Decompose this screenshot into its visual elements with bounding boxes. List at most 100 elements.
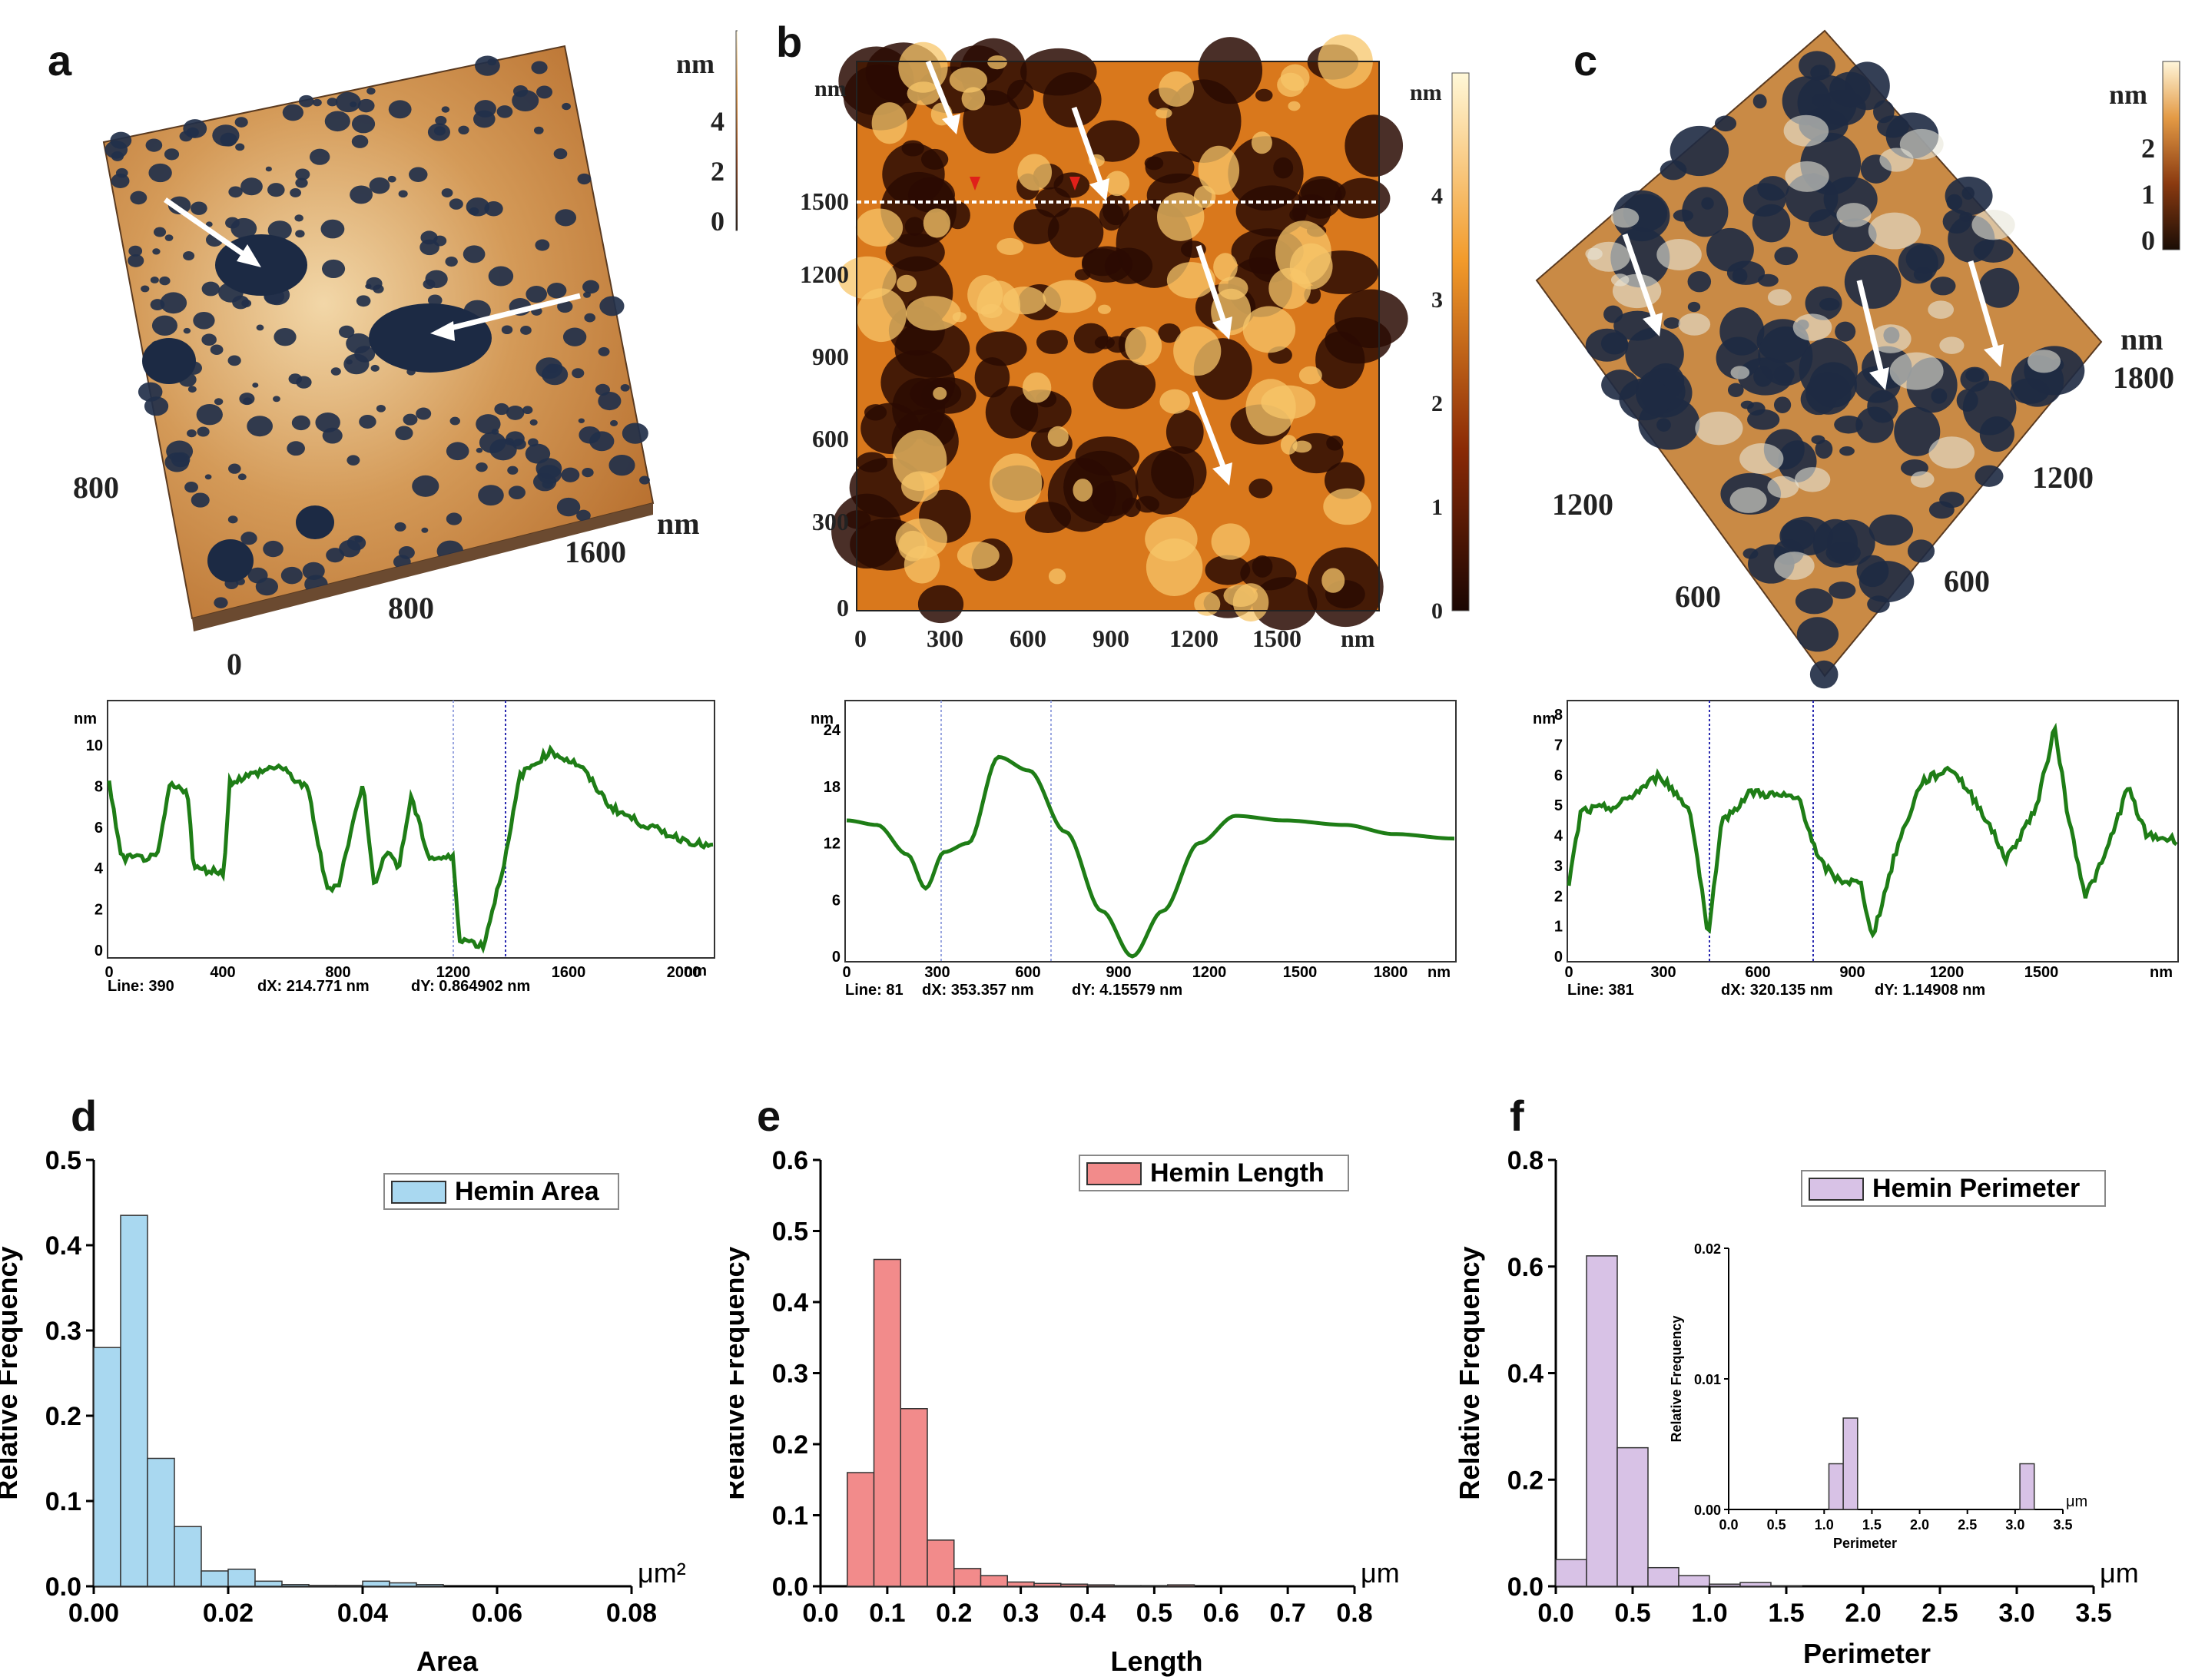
domain-dot: [533, 126, 544, 134]
domain-dot: [274, 327, 297, 346]
domain-dot: [463, 245, 486, 263]
dark-domain: [1975, 465, 2004, 487]
dark-domain: [1228, 136, 1304, 211]
dark-domain: [1345, 114, 1404, 177]
domain-dot: [164, 148, 180, 161]
x-tick-label: 3.0: [1998, 1599, 2034, 1628]
inset-y-label: Relative Frequency: [1669, 1315, 1684, 1442]
histogram-bar: [927, 1539, 955, 1587]
dark-domain: [1868, 514, 1914, 546]
y-tick-label: 0.0: [1507, 1572, 1544, 1602]
bright-domain: [1774, 552, 1815, 580]
dark-domain: [1682, 187, 1729, 237]
domain-dot: [288, 373, 303, 385]
domain-dot: [193, 311, 215, 330]
domain-dot: [425, 270, 448, 288]
domain-dot: [115, 167, 128, 178]
dark-domain: [1834, 415, 1863, 434]
dark-domain: [1774, 247, 1799, 266]
domain-dot: [542, 479, 554, 489]
panel-label-c: c: [1573, 36, 1598, 84]
domain-dot: [160, 292, 187, 314]
profile-y-tick: 3: [1554, 858, 1563, 875]
x-tick-label: 0.4: [1069, 1599, 1106, 1628]
dark-domain: [976, 331, 1027, 366]
y-axis-label: Relative Frequency: [0, 1246, 23, 1499]
x-axis-label: Length: [1111, 1645, 1203, 1677]
domain-dot: [507, 466, 519, 475]
histogram-bar: [93, 1347, 121, 1587]
hemin-domains-c: [1585, 51, 2085, 689]
domain-dot: [466, 197, 490, 217]
dark-domain: [1839, 446, 1855, 456]
dark-domain: [1973, 238, 2014, 263]
colorbar-c-tick: 0: [2141, 225, 2155, 256]
histogram-bar: [174, 1526, 202, 1587]
domain-dot: [228, 463, 241, 474]
domain-dot: [227, 515, 238, 524]
dark-domain: [1135, 495, 1159, 513]
bright-domain: [1073, 479, 1093, 502]
bright-domain: [1125, 326, 1162, 366]
y-tick-label: 0.5: [772, 1218, 808, 1247]
bright-domain: [1587, 241, 1630, 272]
histogram-bar: [416, 1584, 444, 1587]
domain-dot: [555, 209, 577, 227]
dark-domain: [1145, 151, 1195, 184]
bright-domain: [1245, 379, 1296, 436]
x-tick-label: 0.2: [936, 1599, 972, 1628]
height-profile-a: nm 10 8 6 4 2 00 400 800 1200 1600 2000 nm Line: 3…: [74, 700, 715, 995]
domain-dot: [243, 397, 253, 406]
profile-y-tick: 2: [1554, 888, 1563, 905]
domain-dot: [582, 280, 599, 294]
domain-dot: [478, 485, 504, 506]
domain-dot: [562, 102, 571, 111]
profile-x-tick: 300: [924, 964, 950, 981]
colorbar-c-unit: nm: [2109, 79, 2147, 110]
y-tick-label: 0.3: [45, 1317, 81, 1346]
domain-dot: [376, 404, 386, 413]
colorbar-b-unit: nm: [1410, 80, 1442, 105]
domain-dot: [265, 166, 272, 172]
dark-domain: [1600, 332, 1628, 355]
bright-domain: [961, 87, 986, 111]
domain-dot: [476, 447, 483, 453]
domain-dot: [291, 415, 310, 431]
domain-dot: [427, 294, 443, 307]
domain-dot: [191, 201, 207, 215]
histogram-bar: [1709, 1583, 1741, 1587]
domain-dot: [398, 546, 415, 559]
y-tick-label: 0.0: [45, 1572, 81, 1602]
y-tick-label: 0.4: [45, 1231, 81, 1261]
bright-domain: [1251, 131, 1272, 154]
profile-x-tick: 400: [210, 964, 235, 981]
hemin-domains-b: [831, 34, 1408, 631]
bright-domain: [1213, 253, 1238, 282]
domain-dot: [187, 429, 197, 438]
profile-c-dy: dY: 1.14908 nm: [1875, 982, 1985, 999]
domain-dot: [557, 300, 573, 313]
afm-b-x-tick: 900: [1093, 625, 1129, 652]
domain-dot: [445, 257, 458, 267]
domain-dot: [526, 285, 547, 303]
bright-domain: [949, 67, 988, 93]
afm-image-c: nm 2 1 0 nm 1800 1200 600 1200 600: [1535, 29, 2180, 689]
bright-domain: [1869, 324, 1912, 353]
profile-b-y-unit: nm: [811, 711, 834, 727]
bright-domain: [837, 256, 897, 300]
domain-dot: [561, 467, 580, 482]
bright-domain: [987, 55, 1007, 70]
panel-label-f: f: [1510, 1092, 1524, 1140]
histogram-bar: [1678, 1575, 1710, 1587]
y-tick-label: 0.8: [1507, 1146, 1544, 1175]
profile-y-tick: 24: [824, 722, 841, 739]
bright-domain: [1048, 568, 1066, 585]
profile-a-dy: dY: 0.864902 nm: [411, 978, 530, 995]
dark-domain: [1085, 120, 1140, 162]
domain-dot: [506, 406, 525, 420]
profile-y-tick: 6: [1554, 767, 1563, 784]
axis-label-c: nm: [2120, 322, 2164, 356]
domain-dot: [504, 437, 514, 446]
inset-x-tick: 2.0: [1910, 1517, 1929, 1533]
domain-dot: [351, 114, 376, 134]
